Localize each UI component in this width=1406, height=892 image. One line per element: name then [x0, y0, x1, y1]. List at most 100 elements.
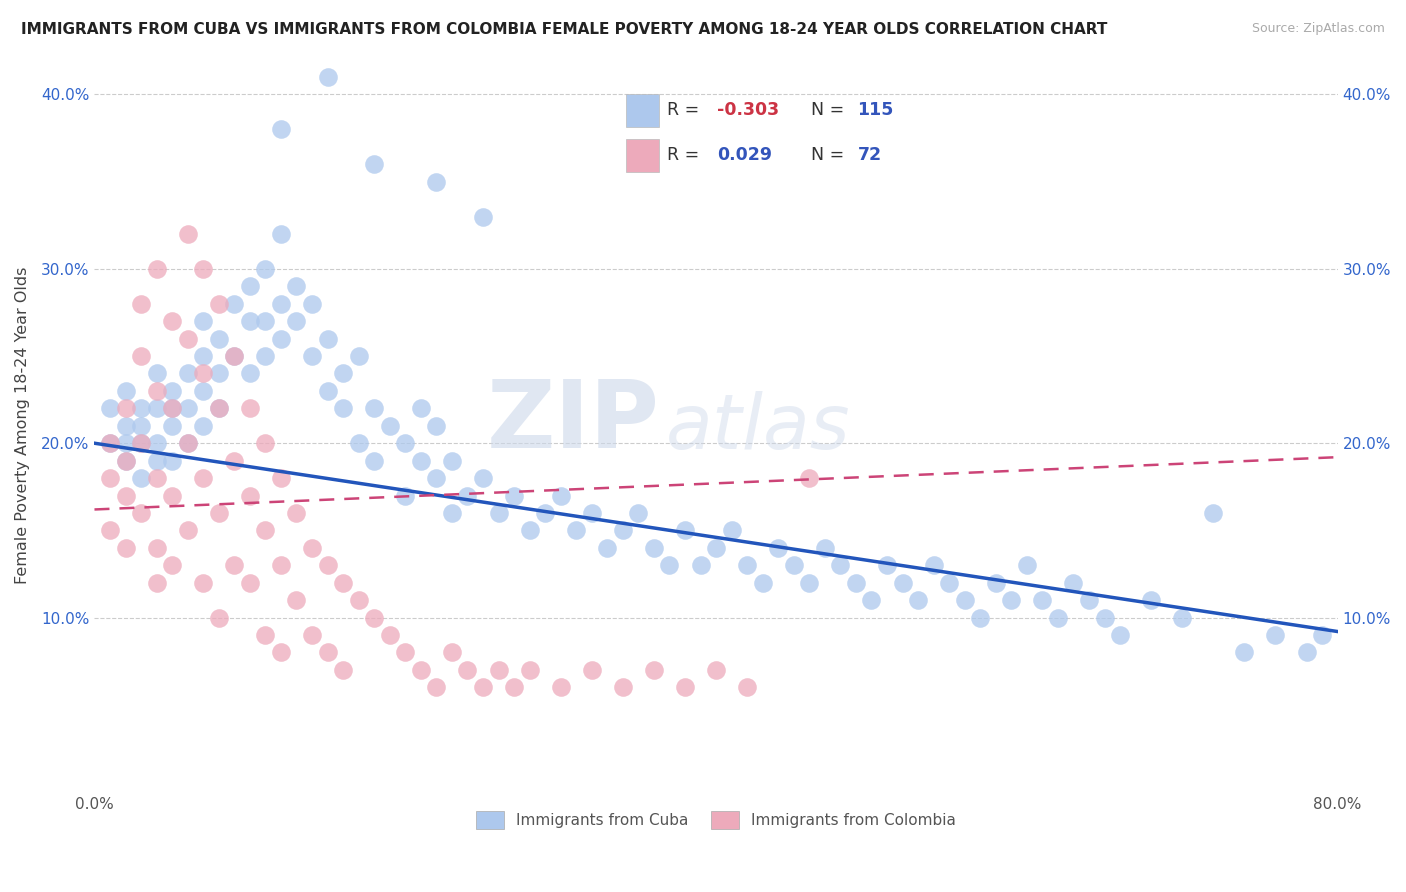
Point — [208, 506, 231, 520]
Point — [193, 418, 215, 433]
Point — [98, 436, 121, 450]
Point — [239, 401, 262, 416]
Point — [394, 489, 416, 503]
Point — [456, 663, 478, 677]
Point — [643, 663, 665, 677]
Point — [177, 524, 200, 538]
Point — [409, 401, 432, 416]
Point — [969, 610, 991, 624]
Point — [114, 489, 136, 503]
Point — [394, 645, 416, 659]
Point — [440, 506, 463, 520]
Point — [1094, 610, 1116, 624]
Point — [114, 453, 136, 467]
Point — [254, 524, 277, 538]
Point — [301, 349, 323, 363]
Point — [363, 610, 385, 624]
Point — [193, 261, 215, 276]
Point — [208, 401, 231, 416]
Point — [1264, 628, 1286, 642]
Point — [193, 349, 215, 363]
Point — [177, 332, 200, 346]
Point — [565, 524, 588, 538]
Point — [208, 332, 231, 346]
Point — [270, 296, 292, 310]
Point — [1062, 575, 1084, 590]
Point — [953, 593, 976, 607]
Point — [145, 453, 167, 467]
Point — [704, 541, 727, 555]
Point — [347, 593, 370, 607]
Point — [285, 314, 308, 328]
Point — [145, 384, 167, 398]
Point — [177, 401, 200, 416]
Point — [160, 418, 183, 433]
Point — [254, 349, 277, 363]
Point — [254, 628, 277, 642]
Point — [160, 401, 183, 416]
Point — [830, 558, 852, 573]
Point — [208, 401, 231, 416]
Point — [860, 593, 883, 607]
Point — [285, 279, 308, 293]
Point — [938, 575, 960, 590]
Point — [177, 436, 200, 450]
Point — [409, 663, 432, 677]
Point — [440, 453, 463, 467]
Point — [1078, 593, 1101, 607]
Point — [472, 681, 495, 695]
Point — [720, 524, 742, 538]
Point — [845, 575, 868, 590]
Point — [177, 367, 200, 381]
Point — [922, 558, 945, 573]
Point — [658, 558, 681, 573]
Point — [145, 401, 167, 416]
Point — [160, 401, 183, 416]
Point — [193, 384, 215, 398]
Point — [129, 436, 152, 450]
Point — [224, 349, 246, 363]
Point — [581, 663, 603, 677]
Point — [1140, 593, 1163, 607]
Point — [332, 401, 354, 416]
Point — [766, 541, 789, 555]
Point — [550, 681, 572, 695]
Point — [145, 575, 167, 590]
Point — [735, 681, 758, 695]
Point — [270, 122, 292, 136]
Point — [1109, 628, 1132, 642]
Point — [160, 453, 183, 467]
Point — [735, 558, 758, 573]
Point — [550, 489, 572, 503]
Text: Source: ZipAtlas.com: Source: ZipAtlas.com — [1251, 22, 1385, 36]
Point — [488, 663, 510, 677]
Point — [332, 663, 354, 677]
Point — [145, 541, 167, 555]
Point — [378, 418, 401, 433]
Point — [98, 436, 121, 450]
Point — [503, 681, 526, 695]
Point — [1233, 645, 1256, 659]
Text: ZIP: ZIP — [488, 376, 659, 468]
Y-axis label: Female Poverty Among 18-24 Year Olds: Female Poverty Among 18-24 Year Olds — [15, 267, 30, 584]
Point — [208, 610, 231, 624]
Point — [193, 367, 215, 381]
Point — [347, 436, 370, 450]
Point — [503, 489, 526, 503]
Point — [1310, 628, 1333, 642]
Point — [145, 436, 167, 450]
Text: atlas: atlas — [666, 391, 851, 465]
Point — [627, 506, 650, 520]
Point — [425, 471, 447, 485]
Point — [224, 558, 246, 573]
Point — [488, 506, 510, 520]
Point — [612, 681, 634, 695]
Point — [270, 558, 292, 573]
Point — [145, 367, 167, 381]
Point — [425, 175, 447, 189]
Point — [224, 296, 246, 310]
Point — [160, 384, 183, 398]
Point — [347, 349, 370, 363]
Point — [673, 681, 696, 695]
Point — [643, 541, 665, 555]
